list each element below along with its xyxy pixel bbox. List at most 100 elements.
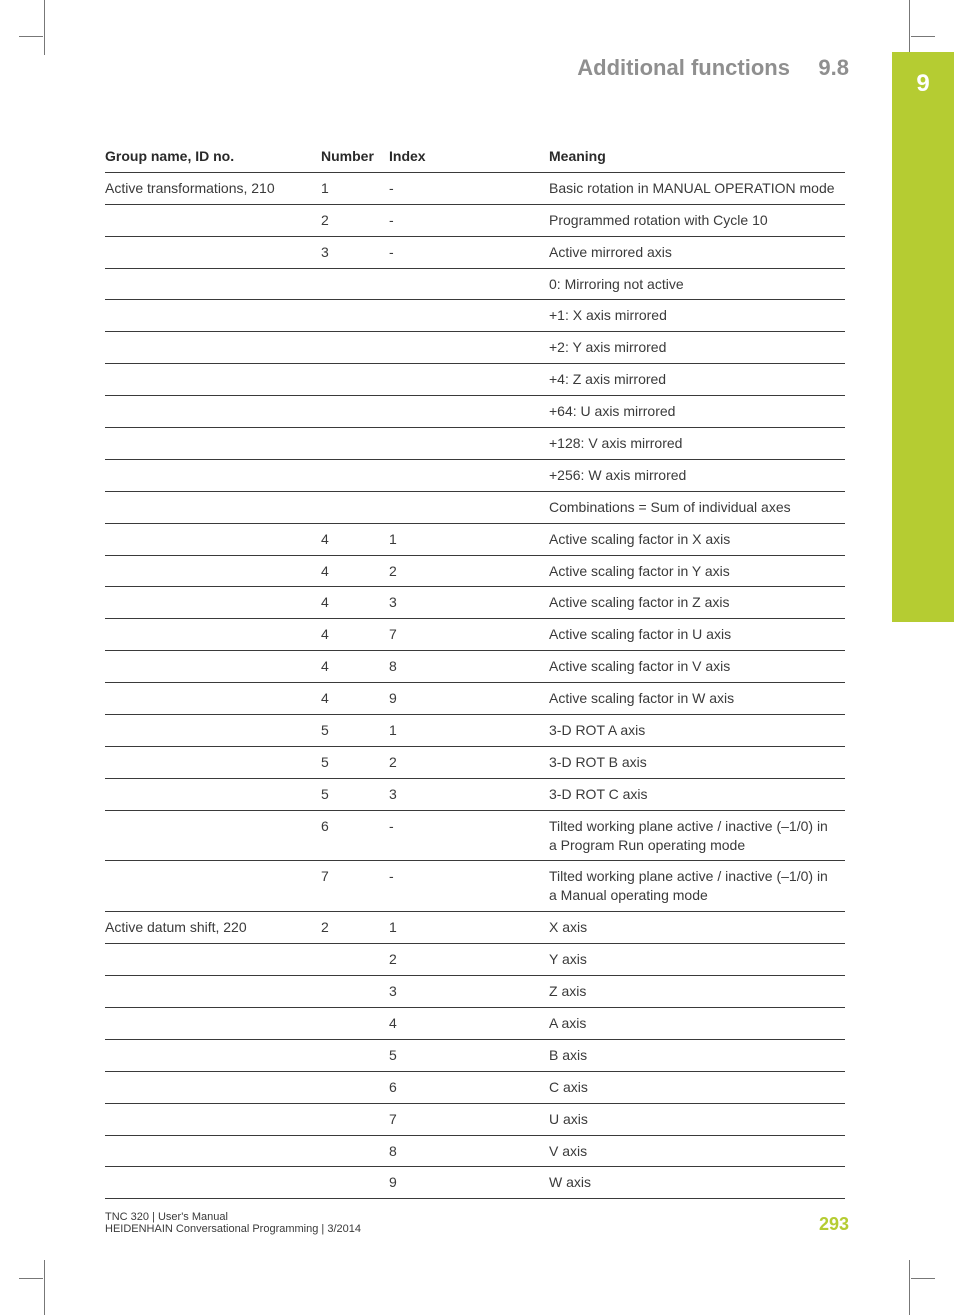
- table-cell: 4: [321, 683, 389, 715]
- table-cell: +64: U axis mirrored: [549, 396, 845, 428]
- table-cell: [105, 587, 321, 619]
- table-cell: [105, 651, 321, 683]
- table-cell: [389, 364, 549, 396]
- table-cell: 5: [321, 715, 389, 747]
- table-row: +4: Z axis mirrored: [105, 364, 845, 396]
- table-row: +256: W axis mirrored: [105, 459, 845, 491]
- table-cell: 1: [389, 523, 549, 555]
- table-cell: A axis: [549, 1007, 845, 1039]
- table-cell: 8: [389, 651, 549, 683]
- table-cell: [105, 459, 321, 491]
- crop-mark: [885, 1260, 910, 1315]
- table-cell: [105, 332, 321, 364]
- table-cell: 4: [321, 651, 389, 683]
- table-cell: C axis: [549, 1071, 845, 1103]
- table-cell: [105, 1007, 321, 1039]
- table-cell: [321, 396, 389, 428]
- section-header: Additional functions 9.8: [105, 55, 849, 81]
- table-cell: [105, 944, 321, 976]
- table-row: 48Active scaling factor in V axis: [105, 651, 845, 683]
- table-cell: [321, 332, 389, 364]
- table-cell: [105, 364, 321, 396]
- table-cell: +128: V axis mirrored: [549, 428, 845, 460]
- table-row: 9W axis: [105, 1167, 845, 1199]
- table-row: 47Active scaling factor in U axis: [105, 619, 845, 651]
- section-title: Additional functions: [577, 55, 790, 80]
- table-cell: +256: W axis mirrored: [549, 459, 845, 491]
- table-cell: +2: Y axis mirrored: [549, 332, 845, 364]
- table-cell: Active transformations, 210: [105, 172, 321, 204]
- table-cell: Programmed rotation with Cycle 10: [549, 204, 845, 236]
- col-header-meaning: Meaning: [549, 141, 845, 172]
- table-cell: Basic rotation in MANUAL OPERATION mode: [549, 172, 845, 204]
- table-cell: 3: [389, 778, 549, 810]
- table-cell: 4: [321, 587, 389, 619]
- table-cell: [105, 683, 321, 715]
- table-cell: [321, 1039, 389, 1071]
- table-cell: B axis: [549, 1039, 845, 1071]
- table-cell: -: [389, 172, 549, 204]
- table-cell: -: [389, 204, 549, 236]
- table-cell: 1: [321, 172, 389, 204]
- table-cell: [105, 861, 321, 912]
- table-cell: [321, 491, 389, 523]
- table-cell: [105, 1167, 321, 1199]
- table-cell: [321, 1167, 389, 1199]
- table-cell: -: [389, 236, 549, 268]
- table-row: 6C axis: [105, 1071, 845, 1103]
- table-cell: [105, 300, 321, 332]
- table-cell: V axis: [549, 1135, 845, 1167]
- table-cell: Tilted working plane active / inactive (…: [549, 861, 845, 912]
- table-cell: Z axis: [549, 976, 845, 1008]
- table-cell: [321, 976, 389, 1008]
- col-header-group: Group name, ID no.: [105, 141, 321, 172]
- table-cell: Active datum shift, 220: [105, 912, 321, 944]
- table-cell: 2: [389, 746, 549, 778]
- crop-mark: [885, 0, 910, 55]
- table-cell: 6: [389, 1071, 549, 1103]
- table-cell: 2: [321, 204, 389, 236]
- table-cell: 0: Mirroring not active: [549, 268, 845, 300]
- table-cell: Active scaling factor in Y axis: [549, 555, 845, 587]
- table-row: 0: Mirroring not active: [105, 268, 845, 300]
- table-cell: [105, 810, 321, 861]
- table-row: Combinations = Sum of individual axes: [105, 491, 845, 523]
- table-row: +128: V axis mirrored: [105, 428, 845, 460]
- table-cell: [321, 428, 389, 460]
- table-cell: [105, 619, 321, 651]
- crop-mark: [44, 1260, 69, 1315]
- table-row: Active transformations, 2101-Basic rotat…: [105, 172, 845, 204]
- table-cell: -: [389, 810, 549, 861]
- table-cell: 4: [321, 523, 389, 555]
- table-cell: 2: [321, 912, 389, 944]
- table-cell: 4: [321, 555, 389, 587]
- table-row: 6-Tilted working plane active / inactive…: [105, 810, 845, 861]
- table-row: 41Active scaling factor in X axis: [105, 523, 845, 555]
- table-row: 2-Programmed rotation with Cycle 10: [105, 204, 845, 236]
- table-row: 513-D ROT A axis: [105, 715, 845, 747]
- table-cell: [321, 1135, 389, 1167]
- page-number: 293: [819, 1214, 849, 1235]
- table-cell: Active scaling factor in Z axis: [549, 587, 845, 619]
- table-cell: [321, 1007, 389, 1039]
- table-row: 7U axis: [105, 1103, 845, 1135]
- table-cell: [105, 746, 321, 778]
- table-cell: [321, 300, 389, 332]
- table-cell: 5: [321, 778, 389, 810]
- table-row: Active datum shift, 22021X axis: [105, 912, 845, 944]
- table-cell: Combinations = Sum of individual axes: [549, 491, 845, 523]
- table-cell: 8: [389, 1135, 549, 1167]
- table-cell: 2: [389, 944, 549, 976]
- table-cell: [321, 268, 389, 300]
- footer-line-2: HEIDENHAIN Conversational Programming | …: [105, 1223, 849, 1235]
- table-cell: [389, 300, 549, 332]
- table-cell: [105, 523, 321, 555]
- section-number: 9.8: [818, 55, 849, 80]
- table-row: +1: X axis mirrored: [105, 300, 845, 332]
- table-cell: [105, 268, 321, 300]
- table-cell: [389, 268, 549, 300]
- table-cell: Y axis: [549, 944, 845, 976]
- table-row: +2: Y axis mirrored: [105, 332, 845, 364]
- table-cell: W axis: [549, 1167, 845, 1199]
- table-cell: 7: [321, 861, 389, 912]
